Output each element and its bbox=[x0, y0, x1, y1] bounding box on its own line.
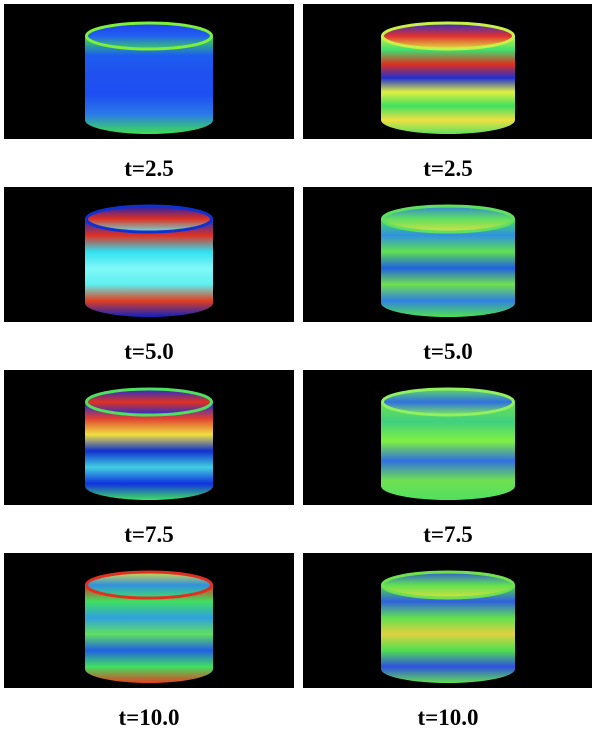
panel: t=7.5 bbox=[303, 370, 592, 548]
panel: t=5.0 bbox=[4, 187, 294, 365]
panel: t=10.0 bbox=[303, 553, 592, 731]
caption: t=2.5 bbox=[303, 156, 592, 182]
caption: t=2.5 bbox=[4, 156, 294, 182]
caption: t=10.0 bbox=[303, 705, 592, 731]
cylinder-wall bbox=[85, 219, 213, 317]
cylinder-wall bbox=[381, 402, 515, 500]
cylinder-wall bbox=[381, 585, 515, 683]
rendering bbox=[303, 187, 592, 322]
rendering bbox=[4, 370, 294, 505]
rendering bbox=[4, 4, 294, 139]
caption: t=5.0 bbox=[303, 339, 592, 365]
cylinder-wall bbox=[85, 402, 213, 500]
panel: t=10.0 bbox=[4, 553, 294, 731]
caption: t=10.0 bbox=[4, 705, 294, 731]
cylinder-wall bbox=[381, 219, 515, 317]
rendering bbox=[303, 4, 592, 139]
rendering bbox=[303, 553, 592, 688]
figure: t=2.5 t=2.5 t=5.0 t=5.0 t=7.5 t=7.5 t=10.0 t=10… bbox=[0, 0, 592, 735]
panel: t=2.5 bbox=[303, 4, 592, 182]
caption: t=5.0 bbox=[4, 339, 294, 365]
panel: t=7.5 bbox=[4, 370, 294, 548]
caption: t=7.5 bbox=[4, 522, 294, 548]
cylinder-wall bbox=[85, 585, 213, 683]
cylinder-wall bbox=[85, 36, 213, 134]
cylinder-wall bbox=[381, 36, 515, 134]
rendering bbox=[303, 370, 592, 505]
rendering bbox=[4, 187, 294, 322]
panel: t=2.5 bbox=[4, 4, 294, 182]
panel: t=5.0 bbox=[303, 187, 592, 365]
caption: t=7.5 bbox=[303, 522, 592, 548]
rendering bbox=[4, 553, 294, 688]
